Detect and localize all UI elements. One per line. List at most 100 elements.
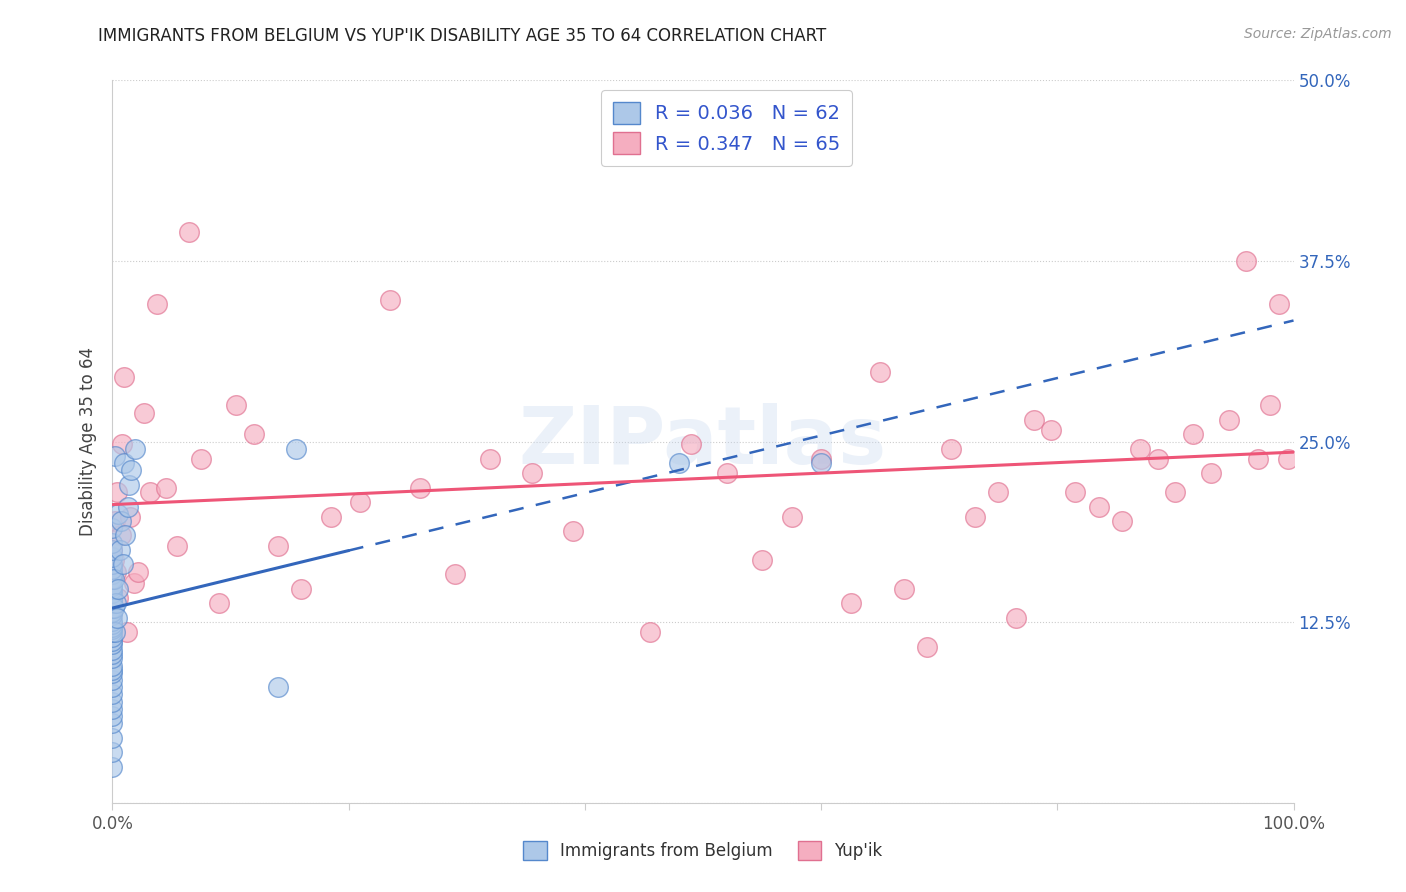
Point	[155, 481, 177, 495]
Point	[267, 539, 290, 553]
Point	[101, 562, 124, 576]
Point	[105, 596, 128, 610]
Y-axis label: Disability Age 35 to 64: Disability Age 35 to 64	[79, 347, 97, 536]
Point	[101, 647, 124, 661]
Point	[101, 614, 124, 628]
Point	[101, 642, 124, 657]
Point	[105, 611, 128, 625]
Point	[101, 521, 124, 535]
Point	[120, 463, 142, 477]
Point	[1111, 514, 1133, 528]
Point	[810, 451, 832, 466]
Point	[1247, 451, 1270, 466]
Point	[101, 550, 124, 565]
Point	[225, 398, 247, 412]
Point	[117, 500, 139, 514]
Point	[208, 596, 231, 610]
Point	[101, 651, 124, 665]
Point	[716, 467, 738, 481]
Point	[1064, 485, 1087, 500]
Text: IMMIGRANTS FROM BELGIUM VS YUP'IK DISABILITY AGE 35 TO 64 CORRELATION CHART: IMMIGRANTS FROM BELGIUM VS YUP'IK DISABI…	[98, 27, 827, 45]
Point	[101, 572, 124, 586]
Point	[1087, 500, 1109, 514]
Point	[378, 293, 401, 307]
Point	[110, 514, 132, 528]
Point	[751, 553, 773, 567]
Point	[1234, 253, 1257, 268]
Point	[101, 591, 124, 605]
Point	[243, 427, 266, 442]
Point	[101, 623, 124, 637]
Point	[101, 760, 124, 774]
Point	[101, 658, 124, 673]
Point	[562, 524, 585, 538]
Point	[103, 572, 125, 586]
Point	[101, 709, 124, 723]
Point	[101, 619, 124, 633]
Point	[869, 365, 891, 379]
Point	[1277, 451, 1299, 466]
Point	[104, 625, 127, 640]
Point	[408, 481, 430, 495]
Point	[101, 582, 124, 596]
Point	[107, 507, 129, 521]
Point	[839, 596, 862, 610]
Point	[101, 542, 124, 557]
Point	[101, 665, 124, 680]
Point	[105, 485, 128, 500]
Point	[101, 596, 124, 610]
Point	[101, 716, 124, 731]
Point	[101, 663, 124, 677]
Point	[146, 297, 169, 311]
Text: ZIPatlas: ZIPatlas	[519, 402, 887, 481]
Legend: Immigrants from Belgium, Yup'ik: Immigrants from Belgium, Yup'ik	[517, 834, 889, 867]
Point	[127, 565, 149, 579]
Point	[1268, 297, 1291, 311]
Point	[105, 565, 128, 579]
Point	[101, 607, 124, 622]
Point	[101, 687, 124, 701]
Point	[101, 586, 124, 600]
Point	[520, 467, 543, 481]
Point	[444, 567, 467, 582]
Point	[1218, 413, 1240, 427]
Point	[101, 695, 124, 709]
Point	[101, 572, 124, 586]
Point	[115, 625, 138, 640]
Point	[939, 442, 962, 456]
Point	[122, 576, 145, 591]
Point	[101, 542, 124, 557]
Point	[101, 625, 124, 640]
Point	[134, 406, 156, 420]
Point	[101, 535, 124, 549]
Point	[104, 449, 127, 463]
Point	[101, 637, 124, 651]
Point	[780, 509, 803, 524]
Point	[893, 582, 915, 596]
Point	[810, 456, 832, 470]
Point	[101, 731, 124, 745]
Point	[114, 528, 136, 542]
Point	[101, 605, 124, 619]
Point	[963, 509, 986, 524]
Point	[267, 680, 290, 694]
Point	[110, 528, 132, 542]
Text: Source: ZipAtlas.com: Source: ZipAtlas.com	[1244, 27, 1392, 41]
Point	[101, 745, 124, 759]
Point	[108, 542, 131, 557]
Point	[101, 600, 124, 615]
Point	[681, 437, 703, 451]
Point	[112, 456, 135, 470]
Point	[104, 514, 127, 528]
Point	[319, 509, 342, 524]
Point	[107, 591, 129, 605]
Point	[987, 485, 1010, 500]
Point	[349, 495, 371, 509]
Point	[101, 558, 124, 572]
Point	[101, 634, 124, 648]
Point	[1022, 413, 1045, 427]
Point	[1182, 427, 1205, 442]
Point	[101, 702, 124, 716]
Point	[290, 582, 312, 596]
Point	[101, 593, 124, 607]
